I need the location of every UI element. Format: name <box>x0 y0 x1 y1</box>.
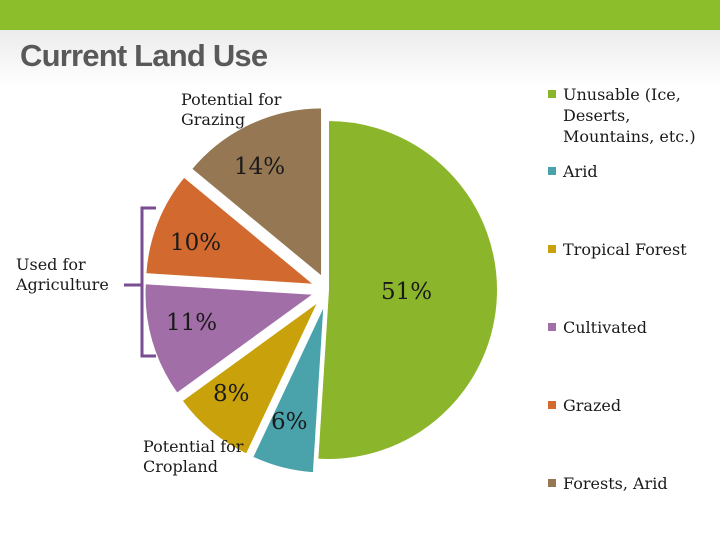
legend-label: Unusable (Ice, Deserts, Mountains, etc.) <box>563 85 696 146</box>
pie-slice-forests-arid <box>189 106 324 280</box>
pie-slice-unusable <box>316 118 499 461</box>
legend-swatch <box>548 401 556 409</box>
legend-item-tropical-forest: Tropical Forest <box>548 239 713 260</box>
legend-swatch <box>548 90 556 98</box>
agriculture-bracket <box>140 206 156 358</box>
annotation-potential-cropland: Potential for Cropland <box>143 437 244 476</box>
slice-label-tropical-forest: 8% <box>213 381 250 407</box>
legend-swatch <box>548 479 556 487</box>
legend-label: Grazed <box>563 396 622 415</box>
legend-item-arid: Arid <box>548 161 713 182</box>
pie-slice-arid <box>250 303 326 475</box>
legend-label: Forests, Arid <box>563 474 668 493</box>
annotation-used-for-agriculture: Used for Agriculture <box>16 255 109 294</box>
slice-label-cultivated: 11% <box>166 310 218 336</box>
legend-swatch <box>548 323 556 331</box>
top-accent-bar <box>0 0 720 30</box>
slice-label-grazed: 10% <box>170 230 222 256</box>
legend-swatch <box>548 245 556 253</box>
slide-title: Current Land Use <box>20 38 268 73</box>
slice-label-forests-arid: 14% <box>234 154 286 180</box>
legend-item-cultivated: Cultivated <box>548 317 713 338</box>
legend-item-grazed: Grazed <box>548 395 713 416</box>
legend-label: Cultivated <box>563 318 647 337</box>
pie-slice-grazed <box>144 175 318 287</box>
slice-label-unusable: 51% <box>381 279 433 305</box>
annotation-potential-grazing: Potential for Grazing <box>181 90 282 129</box>
slice-label-arid: 6% <box>271 409 308 435</box>
pie-slice-tropical-forest <box>180 299 320 456</box>
legend-swatch <box>548 167 556 175</box>
legend-label: Tropical Forest <box>563 240 687 259</box>
pie-slice-cultivated <box>143 282 318 396</box>
legend-item-unusable: Unusable (Ice, Deserts, Mountains, etc.) <box>548 84 713 147</box>
chart-legend: Unusable (Ice, Deserts, Mountains, etc.)… <box>548 84 720 504</box>
legend-item-forests-arid: Forests, Arid <box>548 473 713 494</box>
legend-label: Arid <box>563 162 598 181</box>
title-band <box>0 30 720 86</box>
